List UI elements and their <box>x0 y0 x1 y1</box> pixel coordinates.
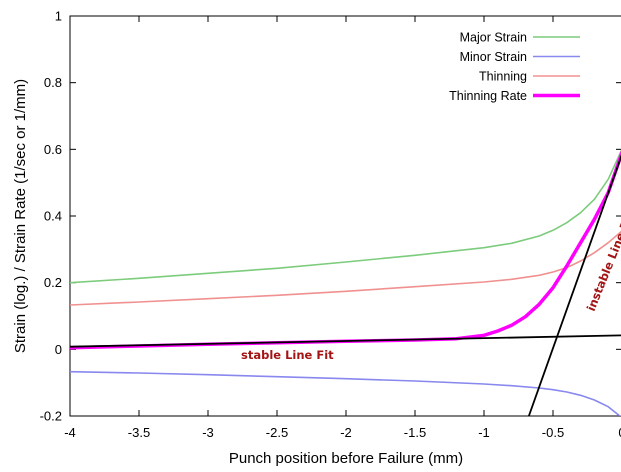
x-tick-label: -0.5 <box>542 425 564 440</box>
x-tick-label: -3 <box>202 425 214 440</box>
x-tick-label: -4 <box>64 425 76 440</box>
y-tick-label: 0.6 <box>44 142 62 157</box>
fit-lines <box>70 154 621 416</box>
y-tick-label: 0.8 <box>44 75 62 90</box>
x-axis: -4 -3.5 -3 -2.5 -2 -1.5 -1 -0.5 0 <box>64 16 621 440</box>
legend-label: Minor Strain <box>460 50 527 64</box>
x-tick-label: -3.5 <box>128 425 150 440</box>
y-tick-label: -0.2 <box>40 409 62 424</box>
x-tick-label: -2.5 <box>266 425 288 440</box>
x-tick-label: 0 <box>618 425 621 440</box>
x-tick-label: -1.5 <box>404 425 426 440</box>
y-tick-label: 0.4 <box>44 209 62 224</box>
instable-fit-line <box>528 154 621 416</box>
y-tick-label: 1 <box>55 9 62 24</box>
y-tick-label: 0.2 <box>44 275 62 290</box>
y-axis-title: Strain (log.) / Strain Rate (1/sec or 1/… <box>12 79 29 353</box>
x-axis-title: Punch position before Failure (mm) <box>229 450 463 467</box>
y-tick-label: 0 <box>55 342 62 357</box>
series-layer <box>70 149 621 416</box>
series-line-thinning <box>70 230 621 306</box>
legend: Major Strain Minor Strain Thinning Thinning… <box>449 31 580 103</box>
legend-label: Major Strain <box>460 31 527 45</box>
series-line-major-strain <box>70 149 621 284</box>
x-tick-label: -2 <box>340 425 352 440</box>
legend-label: Thinning <box>479 70 527 84</box>
stable-fit-line <box>70 334 621 348</box>
legend-label: Thinning Rate <box>449 89 527 103</box>
x-tick-label: -1 <box>478 425 490 440</box>
series-line-thinning-rate <box>70 151 621 350</box>
stable-fit-label: stable Line Fit <box>241 348 334 362</box>
series-line-minor-strain <box>70 370 621 416</box>
